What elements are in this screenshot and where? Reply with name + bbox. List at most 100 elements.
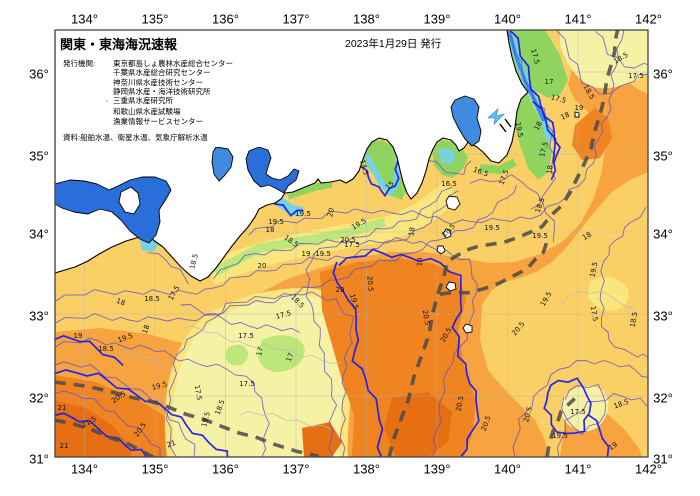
contour-line-minor	[312, 236, 478, 457]
lon-tick-label: 135°	[141, 11, 169, 27]
contour-label: 18.5	[98, 345, 114, 353]
publisher-item: ◦ 三重県水産研究所	[106, 96, 233, 107]
contour-line-major	[55, 369, 229, 457]
contour-label: 17.5	[538, 141, 550, 158]
kuroshio-axis-line	[55, 418, 156, 457]
contour-line-major	[532, 100, 557, 181]
lon-tick-label: 141°	[564, 11, 592, 27]
publisher-marker: ◦	[106, 99, 109, 106]
contour-label: 19.5	[484, 224, 500, 232]
lon-tick-label: 134°	[71, 11, 98, 27]
map-frame	[54, 29, 649, 458]
island	[436, 245, 446, 255]
contour-label: 17.5	[550, 93, 567, 105]
contour-label: 17.5	[275, 309, 292, 321]
island	[574, 111, 580, 118]
contour-line-major	[587, 413, 610, 457]
contour-line-major	[332, 261, 384, 457]
current-arrow-icon	[487, 108, 505, 125]
lon-tick-label: 139°	[423, 11, 451, 27]
island	[442, 228, 452, 239]
contour-line-minor	[55, 390, 161, 457]
contour-label: 19	[302, 250, 311, 258]
contour-label: 19.5	[514, 121, 525, 138]
lat-tick-label: 32°	[29, 390, 49, 406]
contour-line-major	[55, 334, 124, 367]
lat-tick-label: 34°	[29, 226, 49, 242]
contour-label: 19.5	[315, 250, 331, 258]
contour-line-minor	[594, 30, 648, 69]
contour-label: 18.5	[144, 295, 160, 303]
contour-line-minor	[305, 252, 338, 457]
contour-label: 20	[258, 262, 267, 270]
contour-label: 18.5	[188, 253, 200, 270]
contour-line-minor	[55, 190, 459, 302]
contour-label: 19	[607, 441, 619, 452]
contour-label: 15	[384, 180, 396, 192]
contour-label: 19.5	[589, 261, 600, 278]
contour-label: 19	[416, 257, 425, 267]
contour-line-minor	[469, 174, 555, 243]
contour-label: 20	[326, 207, 336, 218]
source-note: 資料:船舶水温、衛星水温、気象庁解析水温	[63, 133, 208, 143]
page-title: 関東・東海海況速報	[60, 37, 178, 52]
contour-label: 19.5	[552, 432, 568, 440]
issue-date: 2023年1月29日 発行	[345, 38, 442, 50]
lat-tick-label: 35°	[653, 148, 673, 164]
lat-tick-label: 33°	[653, 308, 673, 324]
contour-label: 20.5	[455, 395, 466, 412]
contour-label: 17.5	[589, 305, 600, 322]
island	[462, 323, 473, 334]
lat-tick-label: 31°	[29, 451, 49, 467]
contour-label: 19.5	[295, 210, 311, 218]
contour-line-major	[358, 155, 401, 198]
lon-tick-label: 142°	[635, 11, 662, 27]
lon-tick-label: 136°	[212, 461, 239, 477]
contour-label: 19.5	[532, 232, 548, 240]
lat-tick-label: 31°	[653, 451, 673, 467]
contour-line-minor	[55, 361, 196, 457]
contour-label: 17	[255, 346, 265, 357]
contour-line-major	[338, 248, 480, 457]
contour-label: 20	[336, 286, 345, 294]
publisher-item: 千葉県水産総合研究センター	[113, 68, 211, 78]
contour-label: 17.5	[570, 408, 586, 416]
contour-line-minor	[55, 184, 518, 324]
seto-inland-sea-osaka-bay	[55, 176, 172, 244]
contour-label: 18	[581, 231, 593, 242]
izu-oshima-island	[445, 195, 461, 211]
lon-tick-label: 142°	[635, 461, 662, 477]
contour-label: 19.5	[268, 218, 284, 226]
lat-tick-label: 32°	[653, 390, 673, 406]
contour-line-intermediate	[560, 290, 638, 316]
lon-tick-label: 141°	[564, 461, 592, 477]
contour-label: 21	[60, 442, 69, 450]
lake-biwa	[211, 146, 234, 182]
contour-line-major	[55, 412, 148, 457]
lat-tick-label: 36°	[29, 66, 49, 82]
kuroshio-axis-dashed-lines	[55, 30, 620, 457]
contour-label: 18	[141, 324, 152, 335]
contour-label: 19	[74, 332, 83, 340]
contour-label: 14.5	[358, 159, 370, 176]
lat-tick-label: 35°	[29, 148, 49, 164]
contour-line-minor	[556, 30, 648, 95]
lon-tick-label: 138°	[353, 11, 380, 27]
contour-label: 17.5	[238, 332, 254, 340]
info-box: 関東・東海海況速報 発行機関: 東京都島しょ農林水産総合センター 千葉県水産総合研…	[57, 31, 353, 147]
publisher-item: 静岡県水産・海洋技術研究所	[113, 86, 211, 96]
kuroshio-axis-line	[55, 380, 319, 457]
contour-line-minor	[180, 304, 301, 334]
contour-label: 17.5	[628, 72, 644, 80]
bays-and-lakes	[55, 95, 482, 244]
contour-line-intermediate	[239, 411, 331, 430]
contour-label: 20.5	[522, 406, 534, 423]
lon-tick-label: 138°	[353, 461, 380, 477]
publisher-item: 神奈川県水産技術センター	[113, 77, 203, 87]
contour-line-minor	[148, 252, 189, 285]
lon-tick-label: 140°	[494, 11, 521, 27]
kuroshio-axis-line	[545, 397, 576, 457]
contour-line-minor	[556, 392, 648, 457]
